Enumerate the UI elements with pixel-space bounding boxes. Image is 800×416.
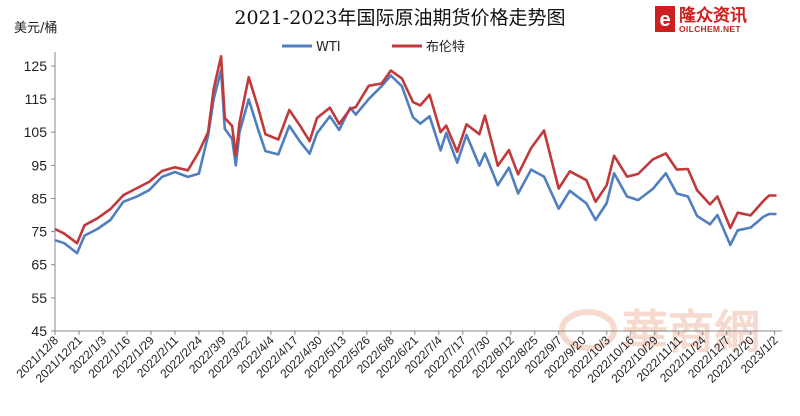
- logo-domain: OILCHEM.NET: [679, 24, 741, 34]
- y-tick-label: 115: [25, 91, 48, 107]
- series-line-brent: [54, 54, 777, 245]
- series-line-wti: [54, 68, 777, 255]
- legend: WTI 布伦特: [282, 40, 465, 55]
- y-tick-label: 125: [24, 58, 48, 74]
- logo-mark-letter: e: [659, 9, 670, 31]
- y-tick-label: 65: [31, 257, 47, 273]
- y-tick-label: 55: [31, 290, 47, 306]
- y-tick-label: 85: [31, 190, 47, 206]
- oilchem-logo: e 隆众资讯 OILCHEM.NET: [655, 5, 747, 34]
- y-tick-label: 95: [31, 157, 47, 173]
- y-axis-label: 美元/桶: [14, 21, 57, 36]
- legend-label-brent: 布伦特: [426, 40, 465, 55]
- legend-label-wti: WTI: [316, 40, 341, 55]
- series-layer: [54, 54, 777, 255]
- logo-mark-icon: [655, 6, 675, 32]
- logo-name: 隆众资讯: [679, 5, 747, 26]
- watermark-swirl-icon: [559, 309, 617, 351]
- watermark-text: 華商網: [622, 305, 760, 359]
- y-ticks: 45 55 65 75 85 95 105 115 125: [24, 58, 55, 339]
- y-tick-label: 75: [31, 224, 47, 240]
- y-tick-label: 45: [31, 323, 47, 339]
- y-tick-label: 105: [24, 124, 48, 140]
- chart-title: 2021-2023年国际原油期货价格走势图: [234, 7, 565, 29]
- watermark: 華商網: [559, 305, 760, 359]
